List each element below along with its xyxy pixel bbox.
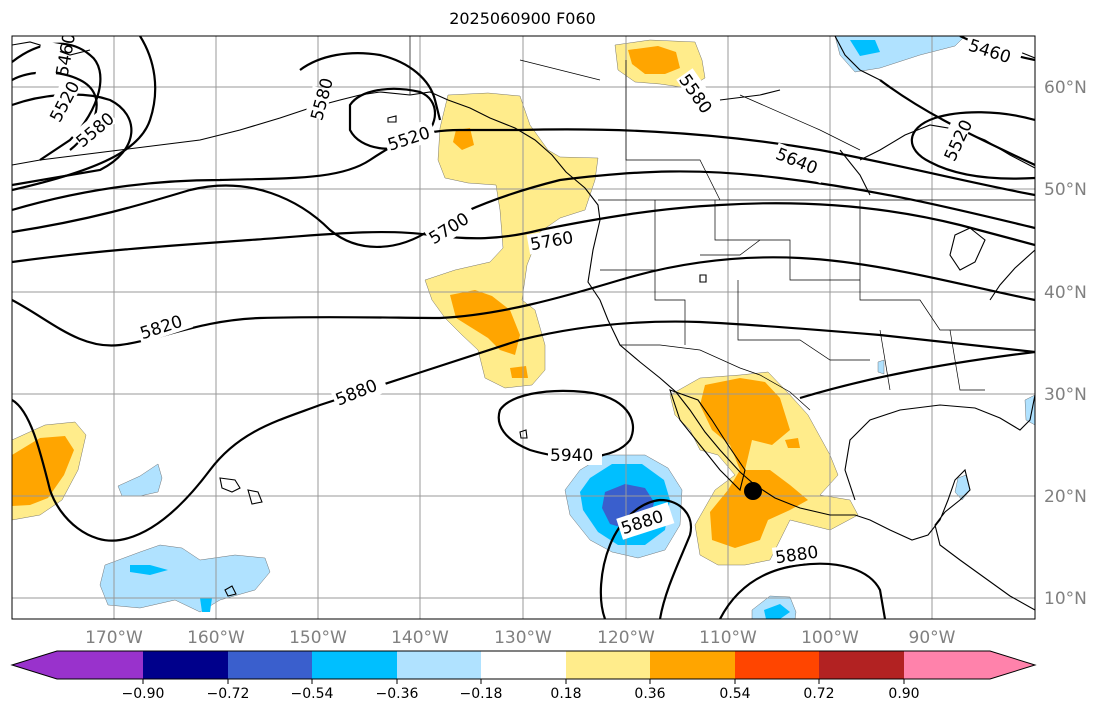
colorbar-bin xyxy=(566,651,650,679)
lon-label: 120°W xyxy=(597,628,655,648)
contour-label: 5940 xyxy=(550,446,593,466)
colorbar-extend-right xyxy=(990,651,1035,679)
colorbar-extend-left xyxy=(12,651,57,679)
lon-label: 90°W xyxy=(909,628,956,648)
colorbar-tick: −0.72 xyxy=(207,686,250,702)
colorbar-tick: 0.72 xyxy=(803,686,834,702)
lat-label: 20°N xyxy=(1044,487,1087,507)
lon-label: 130°W xyxy=(494,628,552,648)
colorbar: −0.90 −0.72 −0.54 −0.36 −0.18 0.18 0.36 … xyxy=(10,650,1037,702)
coast-north-america xyxy=(409,91,1035,611)
lat-label: 30°N xyxy=(1044,385,1087,405)
colorbar-tick: 0.18 xyxy=(550,686,581,702)
colorbar-tick: 0.54 xyxy=(719,686,750,702)
map-frame xyxy=(11,35,1036,620)
lat-label: 40°N xyxy=(1044,283,1087,303)
colorbar-bin xyxy=(397,651,481,679)
colorbar-bin xyxy=(481,651,566,679)
lat-label: 10°N xyxy=(1044,589,1087,609)
political-borders xyxy=(409,36,1035,411)
colorbar-bin xyxy=(819,651,904,679)
map-title: 2025060900 F060 xyxy=(449,9,596,28)
lon-label: 100°W xyxy=(801,628,859,648)
lat-label: 60°N xyxy=(1044,78,1087,98)
colorbar-bin xyxy=(904,651,990,679)
longitude-labels: 170°W 160°W 150°W 140°W 130°W 120°W 110°… xyxy=(85,628,956,648)
colorbar-tick: −0.54 xyxy=(291,686,334,702)
colorbar-bin xyxy=(735,651,819,679)
lon-label: 150°W xyxy=(289,628,347,648)
colorbar-bin xyxy=(650,651,735,679)
colorbar-tick: 0.36 xyxy=(634,686,665,702)
lon-label: 160°W xyxy=(187,628,245,648)
location-marker xyxy=(744,482,762,500)
colorbar-tick: −0.18 xyxy=(460,686,503,702)
colorbar-tick: −0.36 xyxy=(376,686,419,702)
lon-label: 140°W xyxy=(391,628,449,648)
latitude-labels: 60°N 50°N 40°N 30°N 20°N 10°N xyxy=(1044,78,1087,609)
colorbar-bin xyxy=(143,651,228,679)
shaded-anomaly-regions xyxy=(12,36,1035,619)
islands xyxy=(219,115,707,597)
colorbar-tick: −0.90 xyxy=(122,686,165,702)
colorbar-bin xyxy=(57,651,143,679)
lon-label: 110°W xyxy=(699,628,757,648)
lon-label: 170°W xyxy=(85,628,143,648)
colorbar-bin xyxy=(312,651,397,679)
colorbar-bin xyxy=(228,651,312,679)
coast-hudson xyxy=(859,124,1035,169)
colorbar-tick: 0.90 xyxy=(888,686,919,702)
lat-label: 50°N xyxy=(1044,180,1087,200)
